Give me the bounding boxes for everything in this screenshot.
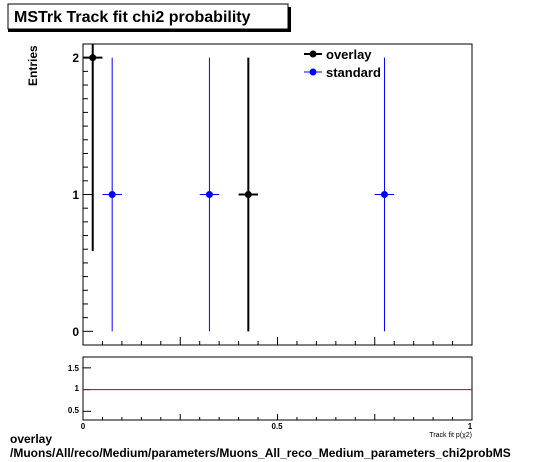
ratio-y-tick-label-1: 1 bbox=[75, 384, 80, 393]
title-box-shadow bbox=[8, 29, 288, 32]
legend: overlay standard bbox=[304, 47, 381, 80]
overlay-point-0 bbox=[89, 54, 97, 62]
y-tick-label-1: 1 bbox=[72, 188, 79, 202]
overlay-point-1 bbox=[244, 191, 252, 198]
legend-standard-label: standard bbox=[326, 65, 381, 80]
standard-point-1 bbox=[205, 191, 213, 198]
ratio-frame bbox=[82, 356, 473, 421]
chart-title: MSTrk Track fit chi2 probability bbox=[14, 9, 251, 26]
ratio-axis-ticks bbox=[82, 367, 473, 420]
x-tick-label-2: 1 bbox=[468, 422, 473, 431]
y-axis-label: Entries bbox=[26, 45, 40, 86]
main-frame bbox=[82, 43, 473, 346]
footer-line-2: /Muons/All/reco/Medium/parameters/Muons_… bbox=[10, 446, 511, 460]
standard-point-2 bbox=[380, 191, 388, 198]
standard-point-0 bbox=[108, 191, 116, 198]
y-tick-labels: 0 1 2 bbox=[72, 51, 79, 339]
y-tick-label-0: 0 bbox=[72, 325, 79, 339]
legend-overlay-marker bbox=[309, 50, 317, 58]
main-axis-ticks bbox=[82, 57, 473, 345]
ratio-x-tick-labels: 0 0.5 1 bbox=[81, 422, 473, 431]
data-marks bbox=[83, 44, 395, 332]
x-tick-label-0: 0 bbox=[81, 422, 86, 431]
title-box-shadow-side bbox=[288, 7, 291, 32]
x-tick-label-1: 0.5 bbox=[271, 422, 283, 431]
ratio-y-tick-label-2: 1.5 bbox=[68, 364, 80, 373]
ratio-y-tick-labels: 0.5 1 1.5 bbox=[68, 364, 80, 415]
ratio-y-tick-label-0: 0.5 bbox=[68, 406, 80, 415]
footer-line-1: overlay bbox=[10, 432, 53, 446]
legend-overlay-label: overlay bbox=[326, 47, 372, 62]
title-box bbox=[7, 3, 289, 30]
y-tick-label-2: 2 bbox=[72, 51, 79, 65]
legend-standard-marker bbox=[309, 68, 317, 76]
x-axis-label: Track fit p(χ2) bbox=[429, 432, 472, 439]
